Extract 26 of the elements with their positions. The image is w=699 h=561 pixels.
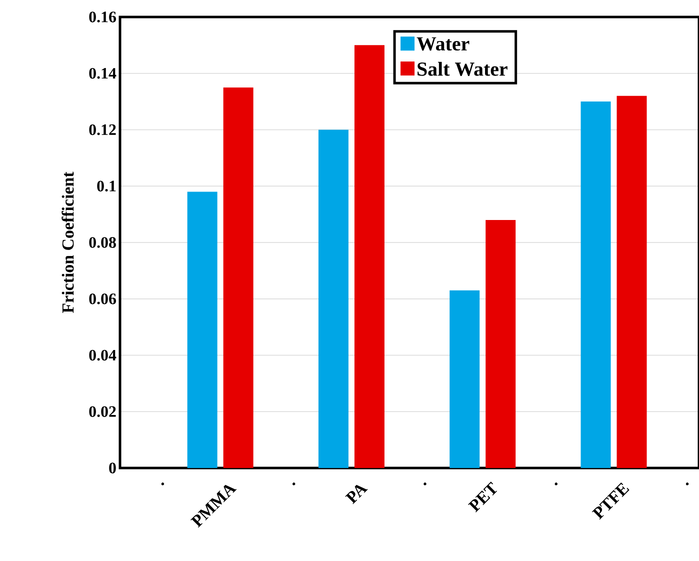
bar — [486, 220, 516, 468]
bar — [187, 192, 218, 468]
y-tick-label: 0 — [109, 462, 116, 474]
x-tick-label: . — [161, 482, 164, 486]
y-tick-label: 0.14 — [89, 68, 116, 79]
x-tick-label: PA — [345, 484, 368, 504]
y-tick-label: 0.08 — [89, 237, 116, 248]
bar — [354, 45, 384, 468]
y-tick-label: 0.12 — [89, 124, 116, 136]
y-axis-title: Friction Coefficient — [62, 172, 74, 313]
y-tick-label: 0.06 — [89, 293, 116, 304]
bar — [318, 130, 348, 468]
bar — [223, 87, 254, 468]
x-tick-label: . — [554, 482, 558, 486]
x-tick-label: . — [686, 482, 689, 486]
bar — [580, 102, 611, 468]
y-tick-label: 0.04 — [89, 350, 116, 361]
y-tick-label: 0.02 — [89, 406, 116, 418]
x-tick-label: . — [424, 482, 426, 486]
y-tick-label: 0.1 — [97, 180, 116, 192]
y-tick-label: 0.16 — [89, 12, 116, 22]
x-tick-label: . — [292, 482, 296, 486]
bar — [450, 290, 480, 468]
legend-label: Salt Water — [418, 62, 508, 76]
legend-label: Water — [416, 37, 470, 51]
bar — [616, 96, 647, 468]
